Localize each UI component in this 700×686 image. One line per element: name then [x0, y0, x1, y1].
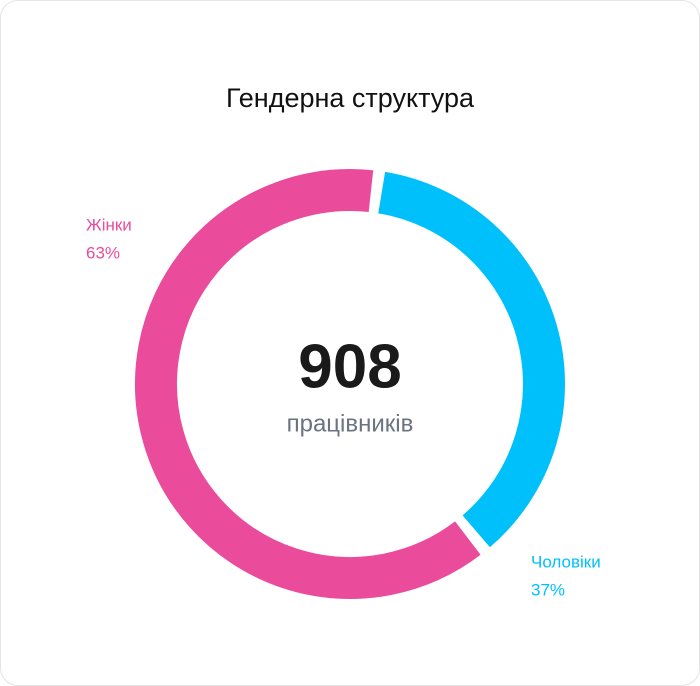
center-label: працівників — [287, 410, 414, 437]
donut-slice — [135, 169, 481, 599]
value-label: 37% — [531, 580, 565, 599]
donut-slice — [378, 171, 565, 548]
value-label: 63% — [86, 243, 120, 262]
chart-title: Гендерна структура — [226, 83, 475, 113]
legend-label: Чоловіки — [531, 552, 601, 571]
legend-label: Жінки — [86, 215, 132, 234]
center-value: 908 — [298, 332, 401, 401]
